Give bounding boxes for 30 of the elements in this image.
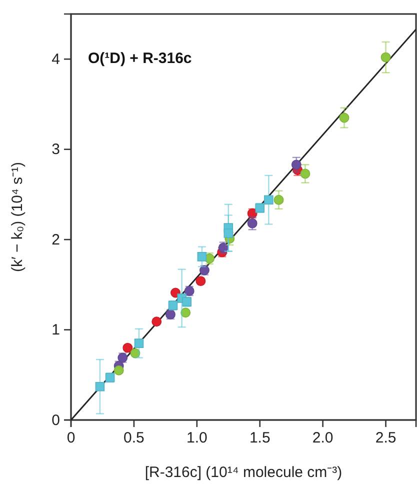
y-axis-title: (k′ − k₀) (10⁴ s⁻¹) (9, 162, 26, 272)
point (114, 365, 124, 376)
annotation: O(¹D) + R-316c (88, 50, 192, 67)
point (197, 252, 207, 262)
x-tick-label: 1.0 (186, 430, 208, 447)
point (339, 112, 350, 123)
point (380, 52, 391, 62)
point (130, 348, 140, 358)
x-tick-label: 0 (66, 430, 76, 447)
point (134, 338, 144, 348)
point (264, 195, 274, 204)
x-tick-label: 1.5 (249, 430, 270, 447)
x-tick-label: 0.5 (124, 430, 144, 447)
y-tick-label: 3 (52, 141, 60, 158)
y-tick-label: 4 (52, 50, 60, 68)
point (196, 276, 206, 286)
point (291, 160, 302, 170)
point (224, 228, 234, 238)
point (152, 316, 162, 327)
x-axis-title: [R-316c] (10¹⁴ molecule cm⁻³) (144, 464, 342, 481)
y-tick-label: 2 (52, 231, 60, 248)
point (300, 168, 310, 179)
x-tick-label: 2.0 (312, 430, 334, 447)
x-tick-label: 2.5 (375, 430, 396, 447)
point (180, 308, 191, 318)
y-tick-label: 1 (52, 322, 60, 339)
point (274, 194, 284, 205)
y-tick-label: 0 (52, 412, 60, 429)
point (122, 342, 133, 353)
point (95, 382, 105, 392)
